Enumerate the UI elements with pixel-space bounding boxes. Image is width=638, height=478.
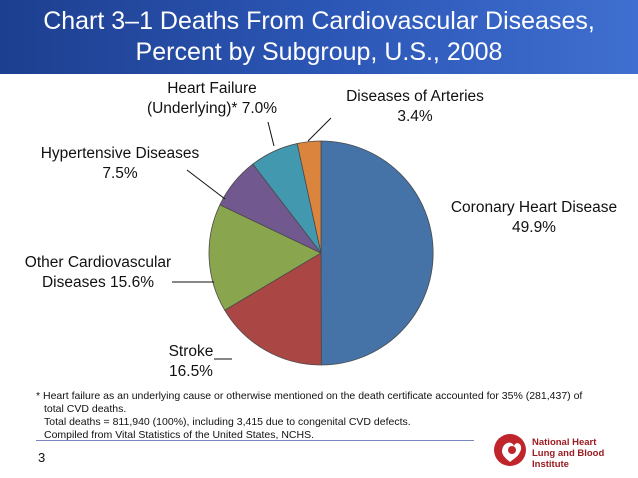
chart-title: Chart 3–1 Deaths From Cardiovascular Dis… bbox=[0, 0, 638, 74]
footnote-line3: Total deaths = 811,940 (100%), including… bbox=[44, 416, 411, 428]
slice-labels: Coronary Heart Disease 49.9% Stroke 16.5% Ot… bbox=[25, 80, 617, 380]
pie-slice-coronary-heart-disease bbox=[320, 140, 434, 366]
footnote-line1: * Heart failure as an underlying cause o… bbox=[36, 390, 583, 402]
logo-text: National Heart Lung and Blood Institute bbox=[532, 437, 638, 470]
slice-label-0-line-2: 49.9% bbox=[512, 219, 556, 236]
leader-line-4 bbox=[267, 121, 275, 147]
leader-line-5 bbox=[307, 117, 332, 142]
pie-slices bbox=[208, 140, 434, 366]
footnote-line4: Compiled from Vital Statistics of the Un… bbox=[44, 429, 314, 441]
nhlbi-logo-icon bbox=[494, 434, 526, 466]
logo-line1: National Heart bbox=[532, 437, 597, 448]
logo-line2: Lung and Blood Institute bbox=[532, 448, 605, 470]
pie-slice-other-cardiovascular-diseases bbox=[208, 204, 322, 311]
slice-label-4-line-1: Heart Failure bbox=[167, 80, 257, 97]
footer-divider bbox=[36, 440, 474, 441]
slice-label-0-line-1: Coronary Heart Disease bbox=[451, 199, 617, 216]
footnote: * Heart failure as an underlying cause o… bbox=[36, 390, 616, 442]
slice-label-3-line-2: 7.5% bbox=[102, 165, 138, 182]
title-bar bbox=[0, 0, 638, 74]
chart-title-line2: Percent by Subgroup, U.S., 2008 bbox=[135, 38, 503, 66]
pie-slice-diseases-of-arteries bbox=[296, 140, 322, 254]
pie-chart: Coronary Heart Disease 49.9% Stroke 16.5% Ot… bbox=[25, 80, 617, 380]
pie-slice-stroke bbox=[224, 252, 322, 366]
slice-label-4-line-2: (Underlying)* 7.0% bbox=[147, 100, 277, 117]
slice-label-1-line-1: Stroke bbox=[169, 343, 214, 360]
slice-label-5-line-2: 3.4% bbox=[397, 108, 433, 125]
page-number: 3 bbox=[38, 450, 46, 465]
footnote-line2: total CVD deaths. bbox=[44, 403, 127, 415]
slice-label-2-line-2: Diseases 15.6% bbox=[42, 274, 154, 291]
slice-label-3-line-1: Hypertensive Diseases bbox=[41, 145, 200, 162]
chart-title-line1: Chart 3–1 Deaths From Cardiovascular Dis… bbox=[43, 7, 595, 35]
slice-label-2-line-1: Other Cardiovascular bbox=[25, 254, 171, 271]
leader-line-3 bbox=[186, 169, 226, 200]
slice-label-1-line-2: 16.5% bbox=[169, 363, 213, 380]
leader-lines bbox=[172, 117, 332, 360]
slice-label-5-line-1: Diseases of Arteries bbox=[346, 88, 484, 105]
